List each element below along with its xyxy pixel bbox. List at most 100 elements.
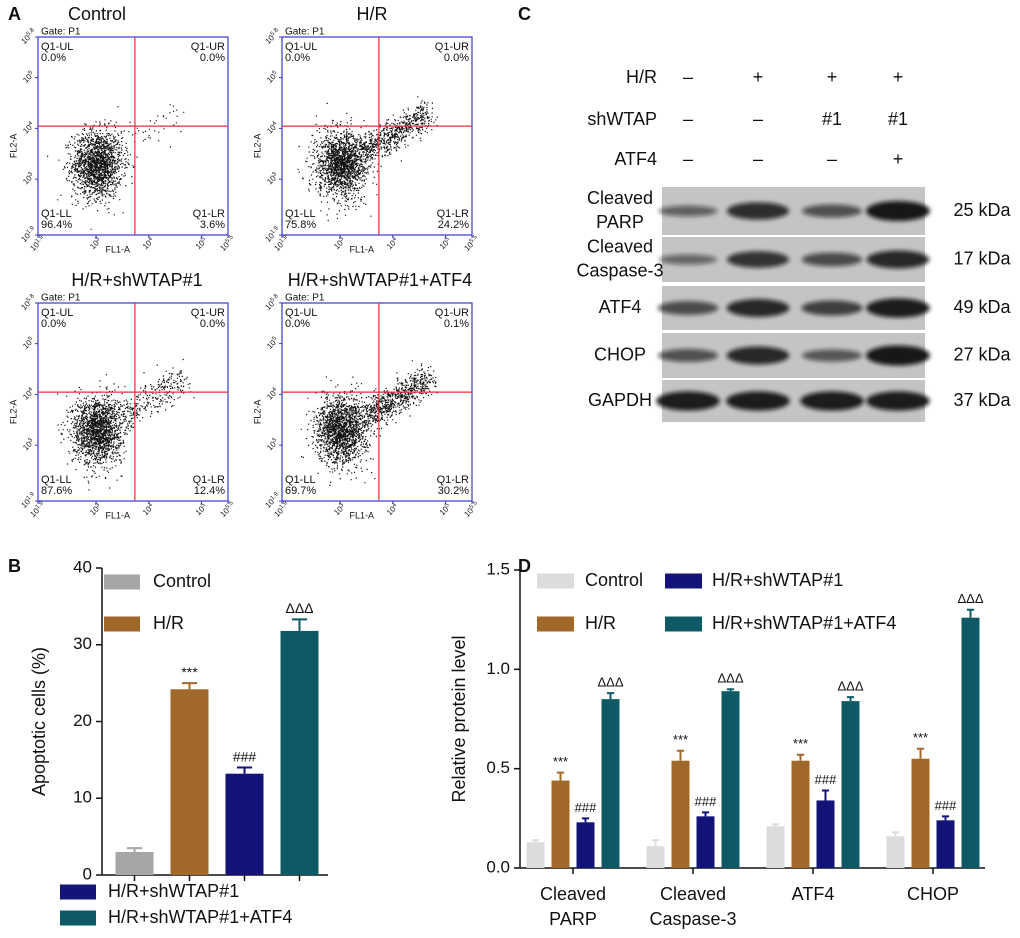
error-bar	[531, 839, 540, 843]
quadrant-name: Q1-UL	[285, 41, 317, 53]
legend-label: H/R+shWTAP#1	[712, 570, 843, 590]
bar	[170, 689, 209, 875]
quadrant-value: 24.2%	[438, 219, 469, 231]
tick-exponent: 4	[391, 235, 398, 242]
tick-exponent: 3	[271, 171, 278, 178]
quadrant-name: Q1-LL	[285, 208, 316, 220]
x-tick-label: Cleaved PARP	[540, 884, 606, 929]
plot-frame	[37, 36, 229, 236]
y-tick-label: 0	[83, 864, 92, 883]
y-tick-label: 105.8	[263, 27, 282, 46]
y-axis-label: Relative protein level	[449, 635, 469, 802]
error-bar	[126, 847, 143, 852]
legend-label: Control	[585, 570, 643, 590]
tick-exponent: 5.8	[25, 27, 36, 38]
bar	[280, 630, 319, 875]
bar	[766, 826, 785, 868]
tick-exponent: 4	[271, 386, 278, 393]
tick-exponent: 4	[147, 235, 154, 242]
condition-mark: +	[893, 149, 904, 169]
band-size: 17 kDa	[953, 248, 1011, 268]
y-tick-label: 103	[265, 171, 281, 187]
error-bar	[771, 823, 780, 827]
x-tick-label: Cleaved Caspase-3	[649, 884, 736, 929]
condition-mark: –	[683, 149, 693, 169]
tick-exponent: 1.9	[269, 225, 280, 236]
tick-exponent: 5	[200, 501, 207, 508]
tick-exponent: 1.9	[25, 491, 36, 502]
tick-exponent: 5.5	[224, 500, 235, 511]
quadrant-value: 0.0%	[285, 52, 310, 64]
tick-exponent: 1.9	[269, 491, 280, 502]
tick-exponent: 5.5	[468, 234, 479, 245]
y-tick-label: 1.0	[486, 659, 510, 678]
protein-label: PARP	[596, 212, 644, 232]
x-tick-label: 104	[385, 235, 401, 251]
y-tick-label: 30	[73, 634, 92, 653]
legend-label: H/R	[153, 613, 184, 633]
error-bar	[556, 771, 565, 781]
legend-swatch	[60, 884, 96, 900]
y-tick-label: 105.8	[263, 293, 282, 312]
tick-exponent: 5.5	[224, 234, 235, 245]
quadrant-name: Q1-LL	[285, 474, 316, 486]
error-bar	[181, 682, 198, 690]
tick-exponent: 5	[271, 69, 278, 76]
significance-marker: ###	[233, 748, 257, 764]
bar	[841, 701, 860, 868]
legend-label: H/R	[585, 613, 616, 633]
y-axis-label: FL2-A	[252, 400, 262, 425]
blot-band	[726, 391, 790, 411]
protein-label: GAPDH	[588, 390, 652, 410]
significance-marker: ***	[673, 732, 688, 747]
tick-exponent: 3	[94, 501, 101, 508]
error-bar	[606, 692, 615, 700]
x-tick-label: 101.9	[28, 500, 47, 519]
x-axis-label: FL1-A	[350, 244, 375, 254]
tick-exponent: 1.9	[34, 234, 45, 245]
blot-band	[726, 202, 790, 220]
bar	[696, 816, 715, 868]
bar	[225, 773, 264, 875]
quadrant-name: Q1-LL	[41, 208, 72, 220]
bar	[601, 699, 620, 868]
y-tick-label: 10	[73, 788, 92, 807]
quadrant-name: Q1-UR	[435, 307, 469, 319]
x-tick-label: 103	[88, 501, 104, 517]
band-size: 49 kDa	[953, 297, 1011, 317]
blot-band	[866, 201, 930, 221]
tick-exponent: 1.9	[278, 234, 289, 245]
x-tick-label: 101.9	[28, 234, 47, 253]
x-tick-label: 101.9	[272, 500, 291, 519]
significance-marker: ###	[935, 798, 957, 813]
legend-label: Control	[153, 571, 211, 591]
significance-marker: ###	[695, 794, 717, 809]
significance-marker: ΔΔΔ	[285, 600, 313, 616]
condition-mark: #1	[822, 109, 842, 129]
significance-marker: ΔΔΔ	[597, 675, 623, 690]
blot-band	[802, 204, 862, 218]
legend-swatch	[60, 910, 96, 926]
y-tick-label: 0.5	[486, 758, 510, 777]
y-tick-label: 105.8	[19, 27, 38, 46]
tick-exponent: 5	[444, 501, 451, 508]
blot-band	[658, 205, 718, 217]
significance-marker: ###	[815, 772, 837, 787]
tick-exponent: 1.9	[278, 500, 289, 511]
plot-frame	[37, 302, 229, 502]
y-tick-label: 104	[265, 120, 281, 136]
error-bar	[291, 618, 308, 631]
legend-swatch	[104, 616, 140, 632]
significance-marker: ***	[181, 664, 198, 680]
quadrant-name: Q1-UR	[191, 41, 225, 53]
condition-mark: #1	[888, 109, 908, 129]
tick-exponent: 3	[338, 235, 345, 242]
condition-mark: –	[683, 67, 693, 87]
legend-label: H/R+shWTAP#1+ATF4	[712, 613, 896, 633]
blot-band	[726, 299, 790, 317]
plot-frame	[281, 36, 473, 236]
bar	[936, 820, 955, 868]
x-tick-label: 105	[193, 501, 209, 517]
tick-exponent: 4	[27, 386, 34, 393]
